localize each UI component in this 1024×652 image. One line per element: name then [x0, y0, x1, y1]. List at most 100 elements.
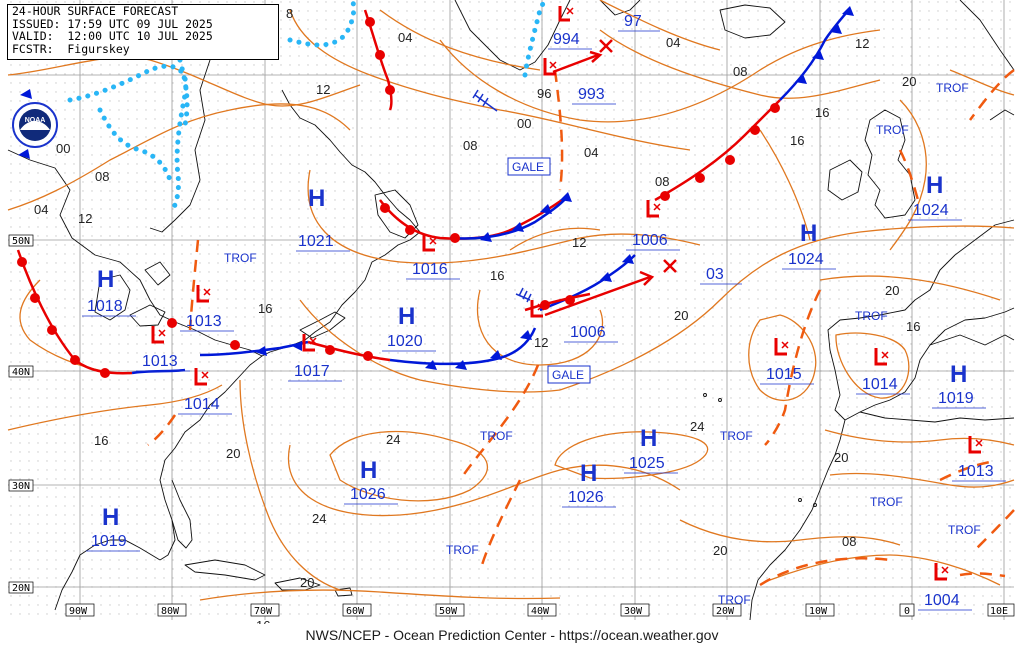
- front-symbols: [17, 6, 854, 378]
- wind-barbs: [472, 89, 532, 303]
- low-pressure-value: 994: [553, 31, 580, 48]
- high-symbol: H: [950, 361, 967, 388]
- lon-30w: 30W: [624, 606, 643, 617]
- low-centers: 994 993 1016 1013 1013 1014: [136, 6, 1006, 611]
- high-1020: H 1020: [382, 303, 436, 352]
- lon-60w: 60W: [346, 606, 365, 617]
- isobar-label: 08: [655, 174, 669, 189]
- isobar-label: 24: [386, 432, 400, 447]
- footer-credit: NWS/NCEP - Ocean Prediction Center - htt…: [0, 624, 1024, 652]
- high-symbol: H: [926, 172, 943, 199]
- high-pressure-value: 1025: [629, 455, 665, 472]
- isobar-label: 00: [56, 141, 70, 156]
- isobar-label: 96: [537, 86, 551, 101]
- low-1016: 1016: [406, 234, 460, 280]
- ice-edge: [67, 0, 548, 215]
- high-symbol: H: [580, 460, 597, 487]
- high-1025: H 1025: [624, 425, 678, 474]
- trough-lines: [147, 68, 1015, 587]
- trough-labels: TROF TROF TROF TROF TROF TROF TROF TROF …: [224, 81, 981, 607]
- isobar-label: 12: [316, 82, 330, 97]
- isobar-label: 16: [790, 133, 804, 148]
- longitude-labels: 90W 80W 70W 60W 50W 40W 30W 20W 10W 0 10…: [65, 603, 1015, 617]
- pressure-number-97: 97: [624, 13, 642, 30]
- high-pressure-value: 1021: [298, 233, 334, 250]
- trof-label: TROF: [446, 543, 479, 557]
- high-pressure-value: 1024: [913, 202, 949, 219]
- isobar-label: 08: [95, 169, 109, 184]
- low-1014-b: 1014: [856, 348, 910, 395]
- high-pressure-value: 1026: [568, 489, 604, 506]
- low-1015: 1015: [760, 338, 814, 385]
- low-pressure-value: 1013: [186, 313, 222, 330]
- high-pressure-value: 1018: [87, 298, 123, 315]
- high-pressure-value: 1019: [938, 390, 974, 407]
- high-pressure-value: 1026: [350, 486, 386, 503]
- isobar-label: 20: [885, 283, 899, 298]
- lon-10e: 10E: [990, 606, 1008, 617]
- lon-70w: 70W: [254, 606, 273, 617]
- isobar-label: 08: [733, 64, 747, 79]
- high-1026-west: H 1026: [344, 457, 398, 505]
- trof-label: TROF: [876, 123, 909, 137]
- isobar-label: 12: [78, 211, 92, 226]
- lon-90w: 90W: [69, 606, 88, 617]
- isobar-label: 16: [815, 105, 829, 120]
- trof-label: TROF: [718, 593, 751, 607]
- high-symbol: H: [308, 185, 325, 212]
- isobar-label: 16: [94, 433, 108, 448]
- isobar-label: 20: [902, 74, 916, 89]
- lon-0: 0: [904, 606, 910, 617]
- lon-40w: 40W: [531, 606, 550, 617]
- high-symbol: H: [360, 457, 377, 484]
- header-issued: ISSUED: 17:59 UTC 09 JUL 2025: [12, 16, 213, 31]
- low-pressure-value: 993: [578, 86, 605, 103]
- high-symbol: H: [97, 266, 114, 293]
- trof-label: TROF: [948, 523, 981, 537]
- header-forecaster: FCSTR: Figurskey: [12, 41, 130, 56]
- high-centers: H 1021 H 1018 H 1020 H 1024 H 1024 H 102…: [82, 172, 986, 552]
- isobar-label: 08: [463, 138, 477, 153]
- isobar-label: 8: [286, 6, 293, 21]
- isobar-label: 20: [713, 543, 727, 558]
- trof-label: TROF: [224, 251, 257, 265]
- low-1014-a: 1014: [178, 368, 232, 415]
- dot-grid: [8, 0, 1014, 620]
- gale-warning-label: GALE: [552, 368, 584, 382]
- lat-50n: 50N: [12, 236, 30, 247]
- isobar-label: 16: [490, 268, 504, 283]
- isobar-label: 04: [398, 30, 412, 45]
- pressure-number-03: 03: [706, 266, 724, 283]
- isobar-label: 16: [906, 319, 920, 334]
- low-994: 994: [548, 6, 592, 50]
- low-pressure-value: 1013: [958, 463, 994, 480]
- low-1006-a: 1006: [626, 200, 680, 251]
- low-tracks: [544, 39, 677, 317]
- isobar-label: 20: [226, 446, 240, 461]
- noaa-logo: NOAA: [12, 102, 58, 148]
- high-symbol: H: [398, 303, 415, 330]
- isobar-label: 20: [834, 450, 848, 465]
- low-pressure-value: 1015: [766, 366, 802, 383]
- isobar-label: 04: [584, 145, 598, 160]
- high-symbol: H: [102, 504, 119, 531]
- forecast-header: 24-HOUR SURFACE FORECAST ISSUED: 17:59 U…: [7, 4, 279, 60]
- isobar-label: 20: [300, 575, 314, 590]
- low-pressure-value: 1014: [862, 376, 898, 393]
- isobar-labels: 8 04 12 00 08 04 04 08 12 16 20 96 00 04…: [34, 6, 920, 633]
- header-title: 24-HOUR SURFACE FORECAST: [12, 4, 179, 18]
- lon-80w: 80W: [161, 606, 180, 617]
- low-1004: 1004: [918, 563, 972, 611]
- isobar-label: 04: [34, 202, 48, 217]
- lon-10w: 10W: [809, 606, 828, 617]
- isobar-label: 00: [517, 116, 531, 131]
- trof-label: TROF: [936, 81, 969, 95]
- isobar-label: 04: [666, 35, 680, 50]
- high-pressure-value: 1020: [387, 333, 423, 350]
- high-1019-caribbean: H 1019: [86, 504, 140, 552]
- isobar-label: 12: [534, 335, 548, 350]
- high-symbol: H: [800, 220, 817, 247]
- high-symbol: H: [640, 425, 657, 452]
- noaa-logo-text: NOAA: [25, 117, 46, 124]
- gale-warnings: GALE GALE: [507, 157, 591, 384]
